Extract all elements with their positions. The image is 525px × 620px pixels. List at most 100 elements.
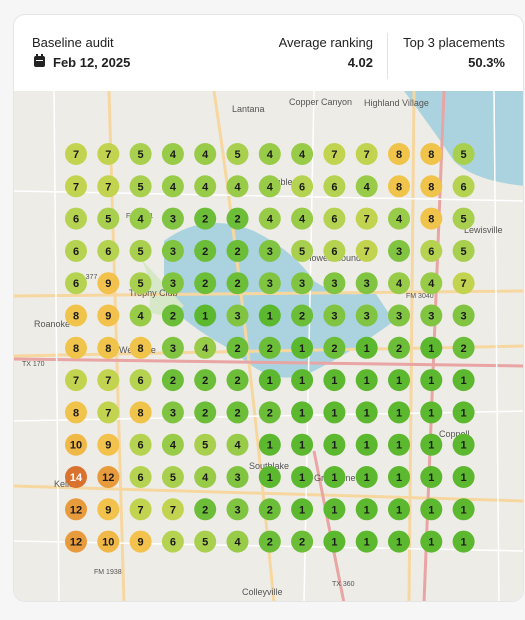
rank-dot (97, 304, 120, 327)
rank-value: 4 (138, 311, 145, 323)
rank-value: 2 (202, 504, 208, 516)
rank-value: 4 (267, 214, 274, 226)
rank-dot (291, 401, 314, 424)
rank-dot (388, 369, 410, 392)
map-label: Copper Canyon (289, 97, 352, 107)
rank-dot (323, 433, 346, 456)
rank-dot (355, 175, 378, 198)
rank-value: 3 (396, 311, 402, 323)
rank-value: 1 (364, 375, 370, 387)
rank-dot (161, 369, 184, 392)
rank-dot (194, 304, 217, 327)
rank-dot (291, 304, 314, 327)
rank-dot (355, 304, 378, 327)
rank-value: 12 (70, 537, 82, 549)
top3-value: 50.3% (468, 55, 505, 70)
rank-dot (323, 207, 346, 230)
rank-dot (323, 336, 346, 359)
rank-value: 5 (461, 149, 467, 161)
rank-dot (355, 433, 378, 456)
top3-label: Top 3 placements (403, 35, 505, 50)
rank-dot (226, 175, 249, 198)
rank-dot (291, 143, 314, 165)
rank-value: 4 (202, 181, 209, 193)
rank-value: 6 (105, 246, 111, 258)
map-label: Southlake (249, 461, 289, 471)
rank-value: 9 (105, 440, 111, 452)
rank-dot (194, 272, 217, 295)
rank-dot (65, 401, 87, 424)
rank-value: 4 (202, 343, 209, 355)
rank-value: 6 (138, 375, 144, 387)
rank-dot (388, 239, 410, 262)
rank-dot (129, 239, 152, 262)
rank-dot (258, 272, 281, 295)
rank-value: 1 (428, 440, 434, 452)
rank-value: 8 (428, 214, 434, 226)
rank-dot (452, 272, 475, 295)
rank-value: 6 (331, 181, 337, 193)
rank-value: 2 (267, 537, 273, 549)
rank-value: 7 (461, 278, 467, 290)
rank-dot (65, 530, 87, 553)
rank-value: 5 (202, 537, 208, 549)
rank-dot (194, 207, 217, 230)
rank-dot (258, 207, 281, 230)
rank-dot (420, 369, 443, 392)
rank-dot (323, 239, 346, 262)
rank-dot (65, 207, 87, 230)
rank-value: 9 (105, 311, 111, 323)
rank-dot (291, 175, 314, 198)
rank-dot (355, 530, 378, 553)
rank-dot (194, 336, 217, 359)
rank-dot (97, 143, 120, 165)
rank-dot (452, 498, 475, 521)
rank-dot (226, 336, 249, 359)
map-label: Coppell (439, 429, 470, 439)
rank-dot (452, 239, 475, 262)
rank-value: 14 (70, 472, 83, 484)
rank-dot (226, 272, 249, 295)
rank-value: 1 (364, 504, 370, 516)
rank-value: 3 (428, 311, 434, 323)
rank-value: 1 (428, 407, 434, 419)
rank-value: 1 (461, 504, 467, 516)
rank-value: 4 (170, 149, 177, 161)
rank-value: 6 (138, 440, 144, 452)
rank-value: 1 (331, 504, 337, 516)
rank-value: 1 (299, 407, 305, 419)
rank-dot (452, 207, 475, 230)
rank-value: 7 (105, 407, 111, 419)
map-label: Double Oak (264, 177, 312, 187)
rank-dot (65, 336, 87, 359)
rank-dot (65, 143, 87, 165)
rank-value: 4 (299, 149, 306, 161)
rank-value: 4 (234, 181, 241, 193)
rank-dot (291, 207, 314, 230)
rank-dot (161, 401, 184, 424)
rank-value: 1 (396, 375, 402, 387)
rank-value: 8 (396, 149, 402, 161)
rank-value: 8 (428, 181, 434, 193)
rank-dot (65, 175, 87, 198)
rank-value: 5 (461, 214, 467, 226)
rank-dot (161, 530, 184, 553)
rank-dot (420, 498, 443, 521)
rank-dot (420, 401, 443, 424)
rank-value: 1 (331, 472, 337, 484)
rank-dot (226, 466, 249, 488)
rank-value: 2 (396, 343, 402, 355)
rank-value: 3 (234, 472, 240, 484)
rank-value: 7 (105, 149, 111, 161)
rank-value: 6 (299, 181, 305, 193)
rank-dot (388, 433, 410, 456)
rank-dot (194, 175, 217, 198)
rank-value: 10 (102, 537, 114, 549)
rank-value: 8 (73, 343, 79, 355)
rank-dot (258, 143, 281, 165)
rank-value: 2 (267, 343, 273, 355)
rank-dot (65, 466, 87, 488)
rank-dot (226, 239, 249, 262)
rank-dot (452, 369, 475, 392)
rank-value: 5 (299, 246, 305, 258)
